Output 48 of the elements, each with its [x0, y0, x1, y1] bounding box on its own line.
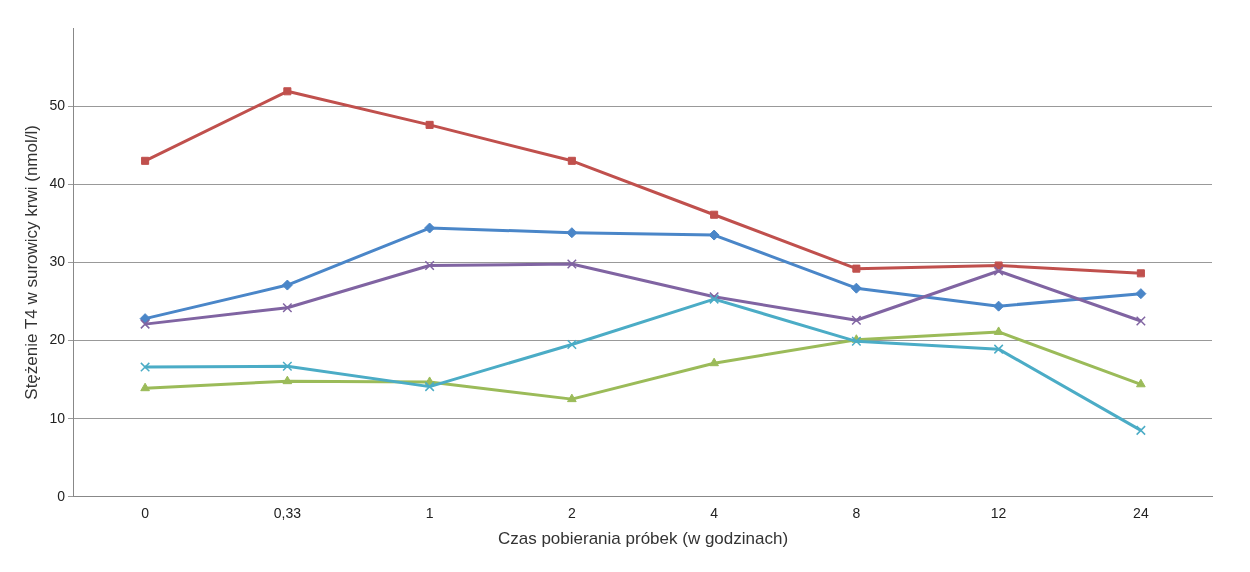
x-tick-label: 1: [425, 505, 434, 522]
x-tick-label: 12: [990, 505, 1007, 522]
x-tick-label: 2: [567, 505, 576, 522]
point: [281, 279, 293, 291]
point: [850, 282, 862, 294]
point: [424, 381, 435, 392]
point: [993, 326, 1004, 335]
point: [851, 315, 862, 326]
point: [566, 339, 577, 350]
y-tick-label: 10: [49, 409, 66, 426]
point: [709, 357, 719, 367]
point: [1135, 425, 1146, 436]
x-tick-label: 8: [852, 505, 861, 522]
y-tick-label: 30: [49, 253, 66, 270]
point: [283, 87, 292, 96]
point: [424, 260, 435, 271]
point: [140, 382, 150, 392]
point: [282, 361, 293, 372]
point: [1135, 316, 1146, 326]
point: [425, 120, 434, 129]
x-axis-title: Czas pobierania próbek (w godzinach): [497, 529, 789, 549]
y-tick-label: 0: [57, 487, 66, 504]
point: [851, 336, 862, 347]
x-tick-label: 4: [710, 505, 719, 522]
y-tick-label: 40: [49, 175, 66, 192]
point: [993, 344, 1004, 355]
y-tick-label: 20: [49, 331, 66, 348]
point: [140, 319, 151, 330]
point: [566, 258, 577, 269]
point: [994, 261, 1003, 270]
point: [282, 375, 293, 385]
point: [567, 393, 577, 403]
point: [993, 266, 1004, 276]
y-axis-title: Stężenie T4 w surowicy krwi (nmol/l): [21, 125, 41, 400]
x-tick-label: 0,33: [273, 505, 302, 522]
point: [140, 362, 151, 373]
point: [710, 210, 719, 219]
point: [852, 264, 861, 273]
point: [1136, 378, 1146, 388]
x-tick-label: 0: [141, 505, 150, 522]
point: [566, 227, 578, 239]
x-tick-label: 24: [1133, 505, 1149, 522]
point: [1136, 269, 1145, 278]
point: [282, 302, 293, 313]
point: [1135, 288, 1147, 300]
point: [141, 156, 150, 165]
point: [567, 156, 576, 165]
y-tick-label: 50: [49, 96, 66, 113]
